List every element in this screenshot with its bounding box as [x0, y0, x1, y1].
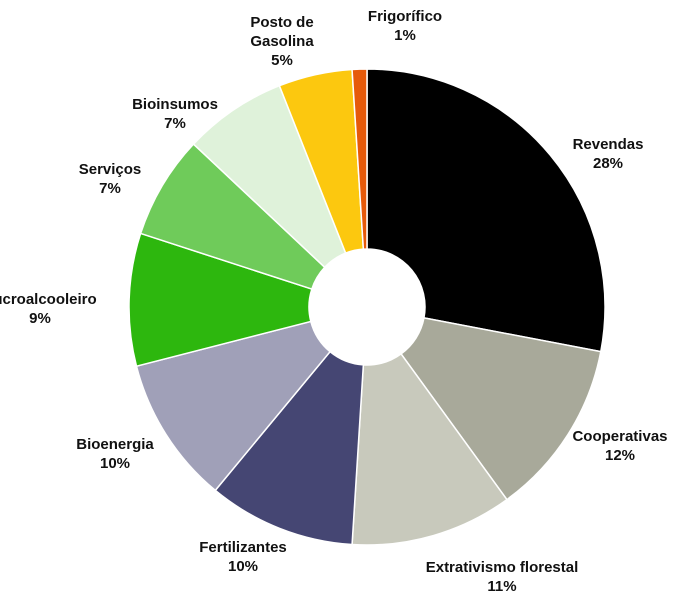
- category-label: Posto de Gasolina: [250, 14, 314, 50]
- slice-label: Fertilizantes 10%: [123, 538, 363, 576]
- slice: [351, 68, 368, 250]
- category-label: Sucroalcooleiro: [0, 291, 97, 308]
- category-label: Fertilizantes: [199, 539, 287, 556]
- category-label: Serviços: [78, 161, 142, 178]
- slice-label: Cooperativas 12%: [500, 427, 678, 465]
- category-label: Cooperativas: [572, 428, 668, 445]
- category-label: Revendas: [572, 136, 644, 153]
- value-label: 10%: [227, 558, 259, 575]
- slice: [351, 352, 508, 546]
- category-label: Frigorífico: [367, 8, 443, 25]
- value-label: 7%: [164, 115, 186, 132]
- slice-label: Posto de Gasolina 5%: [162, 13, 402, 70]
- value-label: 5%: [271, 52, 293, 69]
- slice: [128, 232, 313, 368]
- value-label: 12%: [604, 447, 636, 464]
- value-label: 10%: [99, 455, 131, 472]
- slice: [366, 68, 606, 353]
- value-label: 1%: [394, 27, 416, 44]
- slice-label: Bioinsumos 7%: [55, 95, 295, 133]
- value-label: 9%: [29, 310, 51, 327]
- slice: [214, 350, 365, 546]
- value-label: 28%: [592, 155, 624, 172]
- slice-label: Revendas 28%: [488, 135, 678, 173]
- slice: [135, 320, 332, 492]
- category-label: Bioenergia: [76, 436, 154, 453]
- slice-label: Sucroalcooleiro 9%: [0, 290, 160, 328]
- value-label: 7%: [99, 180, 121, 197]
- slice-label: Extrativismo florestal 11%: [382, 558, 622, 596]
- value-label: 11%: [487, 578, 517, 595]
- category-label: Bioinsumos: [132, 96, 218, 113]
- slice-label: Serviços 7%: [0, 160, 230, 198]
- slice: [400, 316, 602, 501]
- category-label: Extrativismo florestal: [425, 559, 579, 576]
- slice-label: Bioenergia 10%: [0, 435, 235, 473]
- slice-label: Frigorífico 1%: [285, 7, 525, 45]
